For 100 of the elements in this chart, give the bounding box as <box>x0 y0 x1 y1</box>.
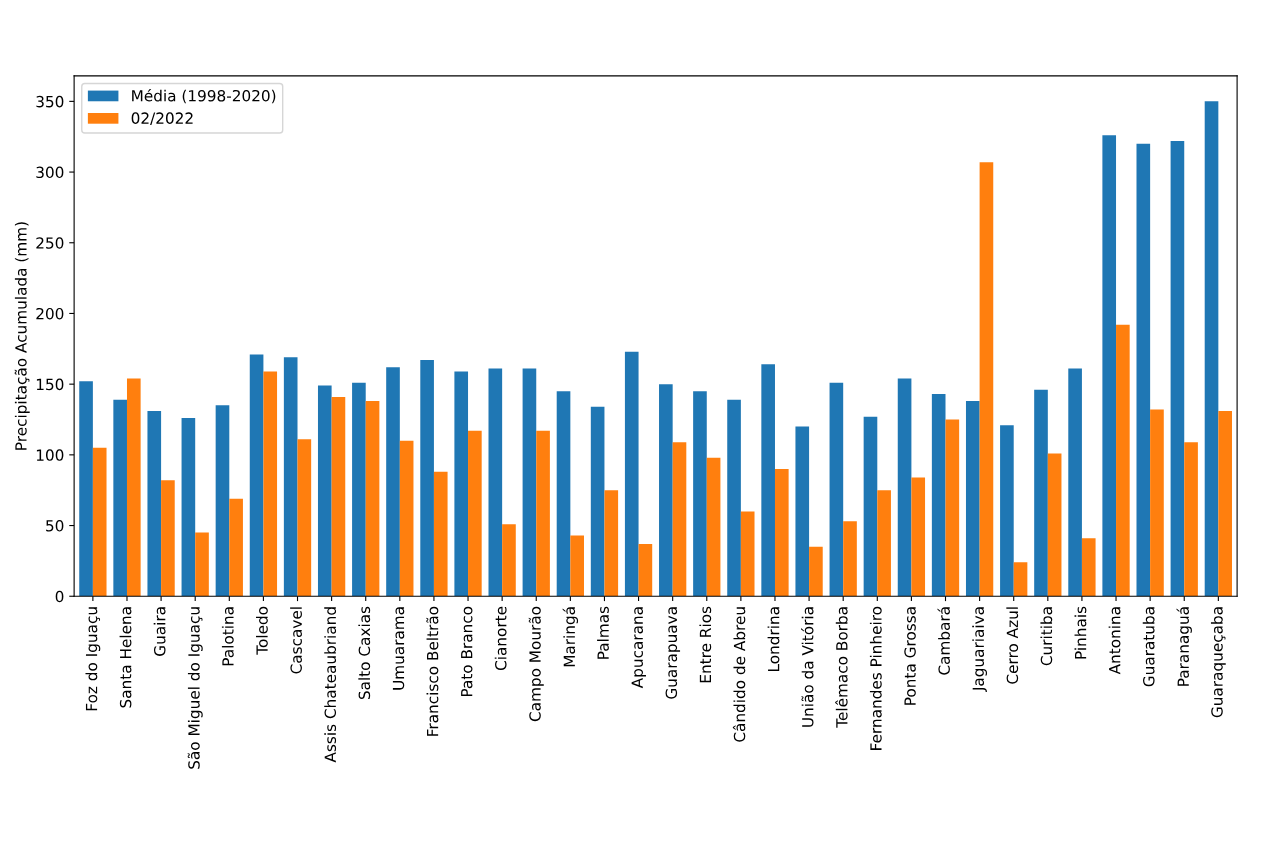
x-tick-label: Guaraqueçaba <box>1210 607 1226 718</box>
y-tick-label: 250 <box>36 237 64 249</box>
bar <box>126 378 141 597</box>
x-tick-label: São Miguel do Iguaçu <box>187 607 203 769</box>
bar <box>79 381 93 597</box>
bar <box>536 430 550 597</box>
bar <box>761 364 775 597</box>
bar <box>386 367 400 597</box>
x-tick-label: Guaira <box>153 607 166 656</box>
x-tick-label: Toledo <box>256 606 268 655</box>
bar <box>911 477 926 597</box>
bar <box>672 442 687 597</box>
bar <box>1116 324 1130 597</box>
x-tick-label: Cianorte <box>494 606 507 671</box>
bar <box>727 399 741 597</box>
x-tick-label: Foz do Iguaçu <box>85 607 101 711</box>
x-tick-label: Paranaguá <box>1176 607 1192 686</box>
bar <box>693 391 707 597</box>
bar <box>352 382 366 597</box>
x-tick-label: Ponta Grossa <box>904 607 916 705</box>
bar <box>706 457 721 597</box>
bar <box>365 401 380 597</box>
bar <box>468 430 482 597</box>
bar <box>740 511 755 597</box>
bar <box>638 543 653 597</box>
bar <box>1136 143 1151 597</box>
bar <box>1081 538 1096 597</box>
bar <box>931 394 946 597</box>
bar <box>1102 135 1117 597</box>
bar <box>161 480 175 597</box>
bar <box>522 368 537 597</box>
bar <box>147 411 162 597</box>
bar <box>92 447 107 597</box>
bar <box>317 385 332 597</box>
bar <box>809 546 823 597</box>
x-tick-label: Telêmaco Borba <box>835 607 848 728</box>
bar <box>590 406 605 597</box>
bar <box>1218 411 1232 597</box>
bar <box>659 384 673 597</box>
bar <box>1170 140 1185 597</box>
bar <box>1000 425 1014 597</box>
bar <box>283 357 298 597</box>
bar <box>433 471 448 597</box>
bar <box>1150 409 1164 597</box>
x-tick-label: Londrina <box>767 607 780 672</box>
bar <box>897 378 912 597</box>
x-tick-label: Jaguariaiva <box>972 607 987 692</box>
bar <box>249 354 264 597</box>
y-tick-label: 0 <box>55 590 64 603</box>
x-tick-label: Maringá <box>562 607 579 667</box>
bar <box>570 535 584 597</box>
bar <box>624 351 639 597</box>
bar <box>420 360 434 597</box>
x-tick-label: Campo Mourão <box>528 606 544 722</box>
y-tick-label: 150 <box>36 378 64 391</box>
bar <box>1047 453 1062 597</box>
bar <box>1034 389 1048 597</box>
y-tick-label: 300 <box>36 166 64 179</box>
bar <box>1184 442 1198 597</box>
x-tick-label: Assis Chateaubriand <box>324 607 337 763</box>
bar <box>795 426 810 597</box>
x-tick-label: Salto Caxias <box>358 606 371 700</box>
x-tick-label: Francisco Beltrão <box>426 606 439 736</box>
bar <box>945 419 960 597</box>
x-tick-label: Palmas <box>597 606 609 659</box>
y-tick-label: 350 <box>36 95 64 108</box>
x-tick-label: Santa Helena <box>119 607 132 708</box>
bar <box>113 399 127 597</box>
bar <box>604 490 619 597</box>
bar <box>829 382 844 597</box>
bar <box>454 371 469 597</box>
x-tick-label: Curitiba <box>1040 607 1053 666</box>
x-tick-label: Pinhais <box>1074 606 1087 659</box>
x-tick-label: União da Vitória <box>801 607 814 727</box>
bar <box>195 532 209 597</box>
x-tick-label: Pato Branco <box>461 606 473 697</box>
x-tick-label: Cândido de Abreu <box>732 607 746 742</box>
bar <box>502 524 516 597</box>
x-tick-label: Fernandes Pinheiro <box>869 606 882 750</box>
bar <box>1204 101 1219 597</box>
bar <box>1068 368 1082 597</box>
bar <box>843 521 857 597</box>
x-tick-label: Apucarana <box>631 607 646 689</box>
x-tick-label: Palotina <box>221 607 234 666</box>
bar <box>229 498 243 597</box>
x-tick-label: Guarapuava <box>665 607 681 699</box>
x-tick-label: Cascavel <box>290 607 302 674</box>
bar <box>399 440 414 597</box>
bar <box>331 396 346 597</box>
legend-label: Média (1998-2020) <box>132 89 276 104</box>
bar <box>488 368 503 597</box>
bar <box>863 416 878 597</box>
bar <box>263 371 278 597</box>
y-tick-label: 100 <box>36 449 64 461</box>
bar <box>556 391 571 597</box>
bar <box>877 490 891 597</box>
x-tick-label: Cerro Azul <box>1006 607 1019 684</box>
bar <box>965 401 980 597</box>
x-tick-label: Entre Rios <box>699 606 712 683</box>
y-tick-label: 200 <box>36 307 64 320</box>
